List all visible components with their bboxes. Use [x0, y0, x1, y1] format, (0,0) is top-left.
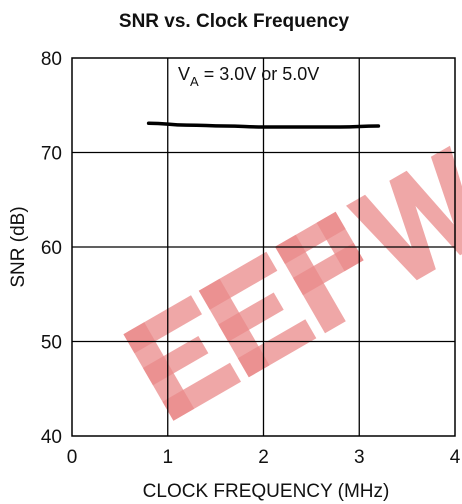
y-tick-label-60: 60 [41, 238, 62, 259]
x-tick-label-0: 0 [67, 447, 78, 468]
y-tick-label-70: 70 [41, 144, 62, 165]
x-axis-label: CLOCK FREQUENCY (MHz) [143, 481, 390, 502]
x-tick-label-4: 4 [450, 447, 461, 468]
x-tick-label-3: 3 [354, 447, 365, 468]
eepw-watermark [123, 145, 462, 421]
snr-curve [146, 121, 381, 129]
annotation-rest: = 3.0V or 5.0V [199, 64, 320, 84]
annotation-main: V [178, 64, 190, 84]
y-tick-label-80: 80 [41, 49, 62, 70]
supply-voltage-annotation: VA = 3.0V or 5.0V [178, 64, 319, 89]
y-tick-labels: 40 50 60 70 80 [41, 49, 62, 448]
y-axis-label: SNR (dB) [8, 206, 29, 287]
chart-title: SNR vs. Clock Frequency [119, 11, 350, 32]
y-tick-label-40: 40 [41, 427, 62, 448]
y-tick-label-50: 50 [41, 333, 62, 354]
x-tick-labels: 0 1 2 3 4 [67, 447, 461, 468]
annotation-subscript: A [190, 74, 199, 89]
grid-lines [72, 58, 455, 436]
plot-area [71, 57, 456, 437]
x-tick-label-1: 1 [162, 447, 173, 468]
x-tick-label-2: 2 [258, 447, 269, 468]
